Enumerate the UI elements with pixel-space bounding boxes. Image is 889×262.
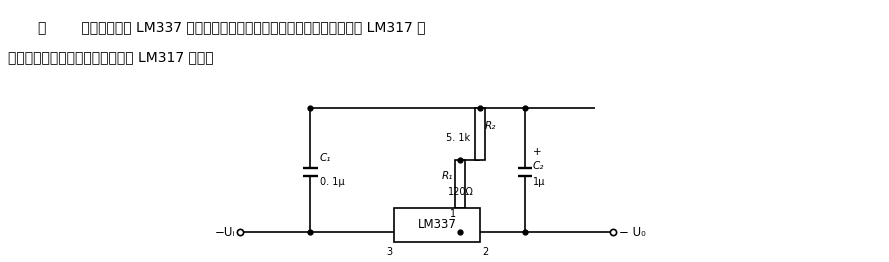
Text: 120Ω: 120Ω: [448, 187, 474, 197]
Text: R₂: R₂: [485, 121, 496, 131]
Text: 1: 1: [450, 209, 456, 219]
Text: C₁: C₁: [320, 153, 332, 163]
Bar: [394, 208, 480, 242]
Text: 图        所示的电路是 LM337 三端可调式负集成稳压器的基本应用电路。它与 LM317 用: 图 所示的电路是 LM337 三端可调式负集成稳压器的基本应用电路。它与 LM3…: [38, 20, 426, 34]
Text: 法相同，使用时要注意它的管脚与 LM317 不同。: 法相同，使用时要注意它的管脚与 LM317 不同。: [8, 50, 213, 64]
Text: LM337: LM337: [418, 219, 456, 232]
Text: 1μ: 1μ: [533, 177, 545, 187]
Text: 0. 1μ: 0. 1μ: [320, 177, 345, 187]
Text: 5. 1k: 5. 1k: [446, 133, 470, 143]
Text: 2: 2: [482, 247, 488, 257]
Text: − U₀: − U₀: [619, 226, 645, 238]
Text: −Uᵢ: −Uᵢ: [214, 226, 235, 238]
Text: C₂: C₂: [533, 161, 544, 171]
Bar: [475, 108, 485, 160]
Bar: [455, 160, 465, 208]
Text: +: +: [533, 147, 541, 157]
Text: 3: 3: [386, 247, 392, 257]
Text: R₁: R₁: [442, 171, 453, 181]
